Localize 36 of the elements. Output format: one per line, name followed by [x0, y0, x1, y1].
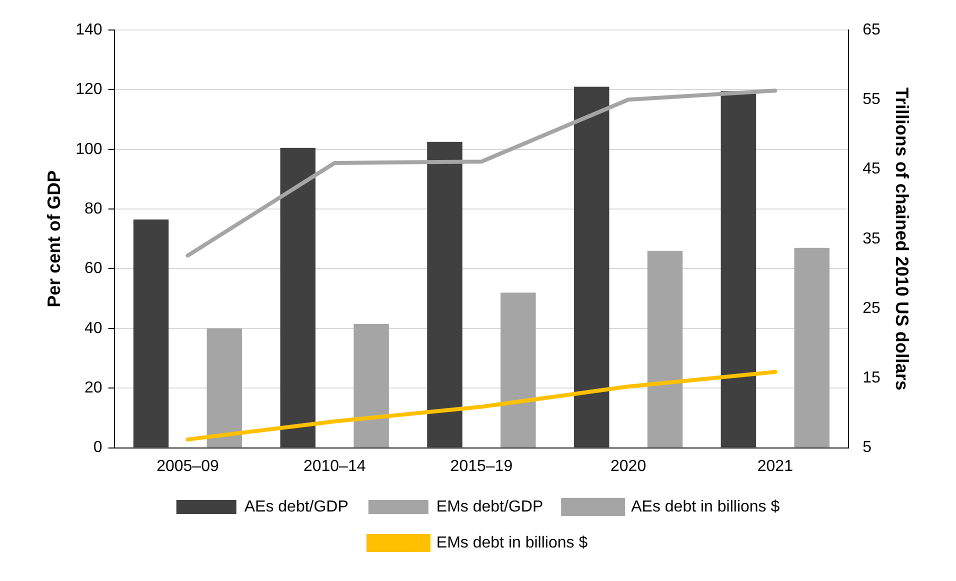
y2-tick-label: 45 — [862, 160, 880, 178]
bar — [500, 292, 536, 448]
y-tick-label: 20 — [84, 380, 102, 397]
bar — [133, 220, 169, 448]
y2-tick-label: 15 — [862, 370, 880, 387]
bar — [280, 148, 316, 448]
legend-label: AEs debt in billions $ — [631, 498, 780, 516]
x-tick-label: 2005–09 — [156, 458, 219, 475]
y-tick-label: 40 — [84, 320, 102, 337]
x-tick-label: 2015–19 — [450, 458, 513, 475]
bar — [794, 248, 830, 448]
bar — [427, 142, 462, 448]
bar — [720, 91, 756, 448]
y2-tick-label: 25 — [862, 300, 880, 317]
x-tick-label: 2020 — [610, 458, 646, 475]
bar — [647, 250, 683, 448]
y-tick-label: 80 — [84, 200, 102, 218]
legend-label: AEs debt/GDP — [244, 498, 348, 516]
y-tick-label: 120 — [76, 81, 102, 98]
y2-tick-label: 35 — [862, 230, 880, 248]
y-tick-label: 140 — [76, 21, 102, 38]
legend-label: EMs debt in billions $ — [436, 534, 588, 552]
y-tick-label: 60 — [84, 260, 102, 278]
bar — [354, 324, 389, 448]
y2-axis-title: Trillions of chained 2010 US dollars — [892, 87, 912, 390]
bar — [206, 328, 242, 448]
x-tick-label: 2010–14 — [303, 458, 366, 475]
y-tick-label: 100 — [76, 140, 102, 158]
y2-tick-label: 65 — [862, 21, 880, 38]
x-tick-label: 2021 — [757, 458, 794, 475]
y2-tick-label: 5 — [862, 439, 872, 456]
bar — [574, 86, 610, 448]
y2-tick-label: 55 — [862, 91, 880, 108]
legend-label: EMs debt/GDP — [436, 498, 544, 516]
y-tick-label: 0 — [93, 439, 102, 456]
y-axis-title: Per cent of GDP — [44, 170, 64, 308]
